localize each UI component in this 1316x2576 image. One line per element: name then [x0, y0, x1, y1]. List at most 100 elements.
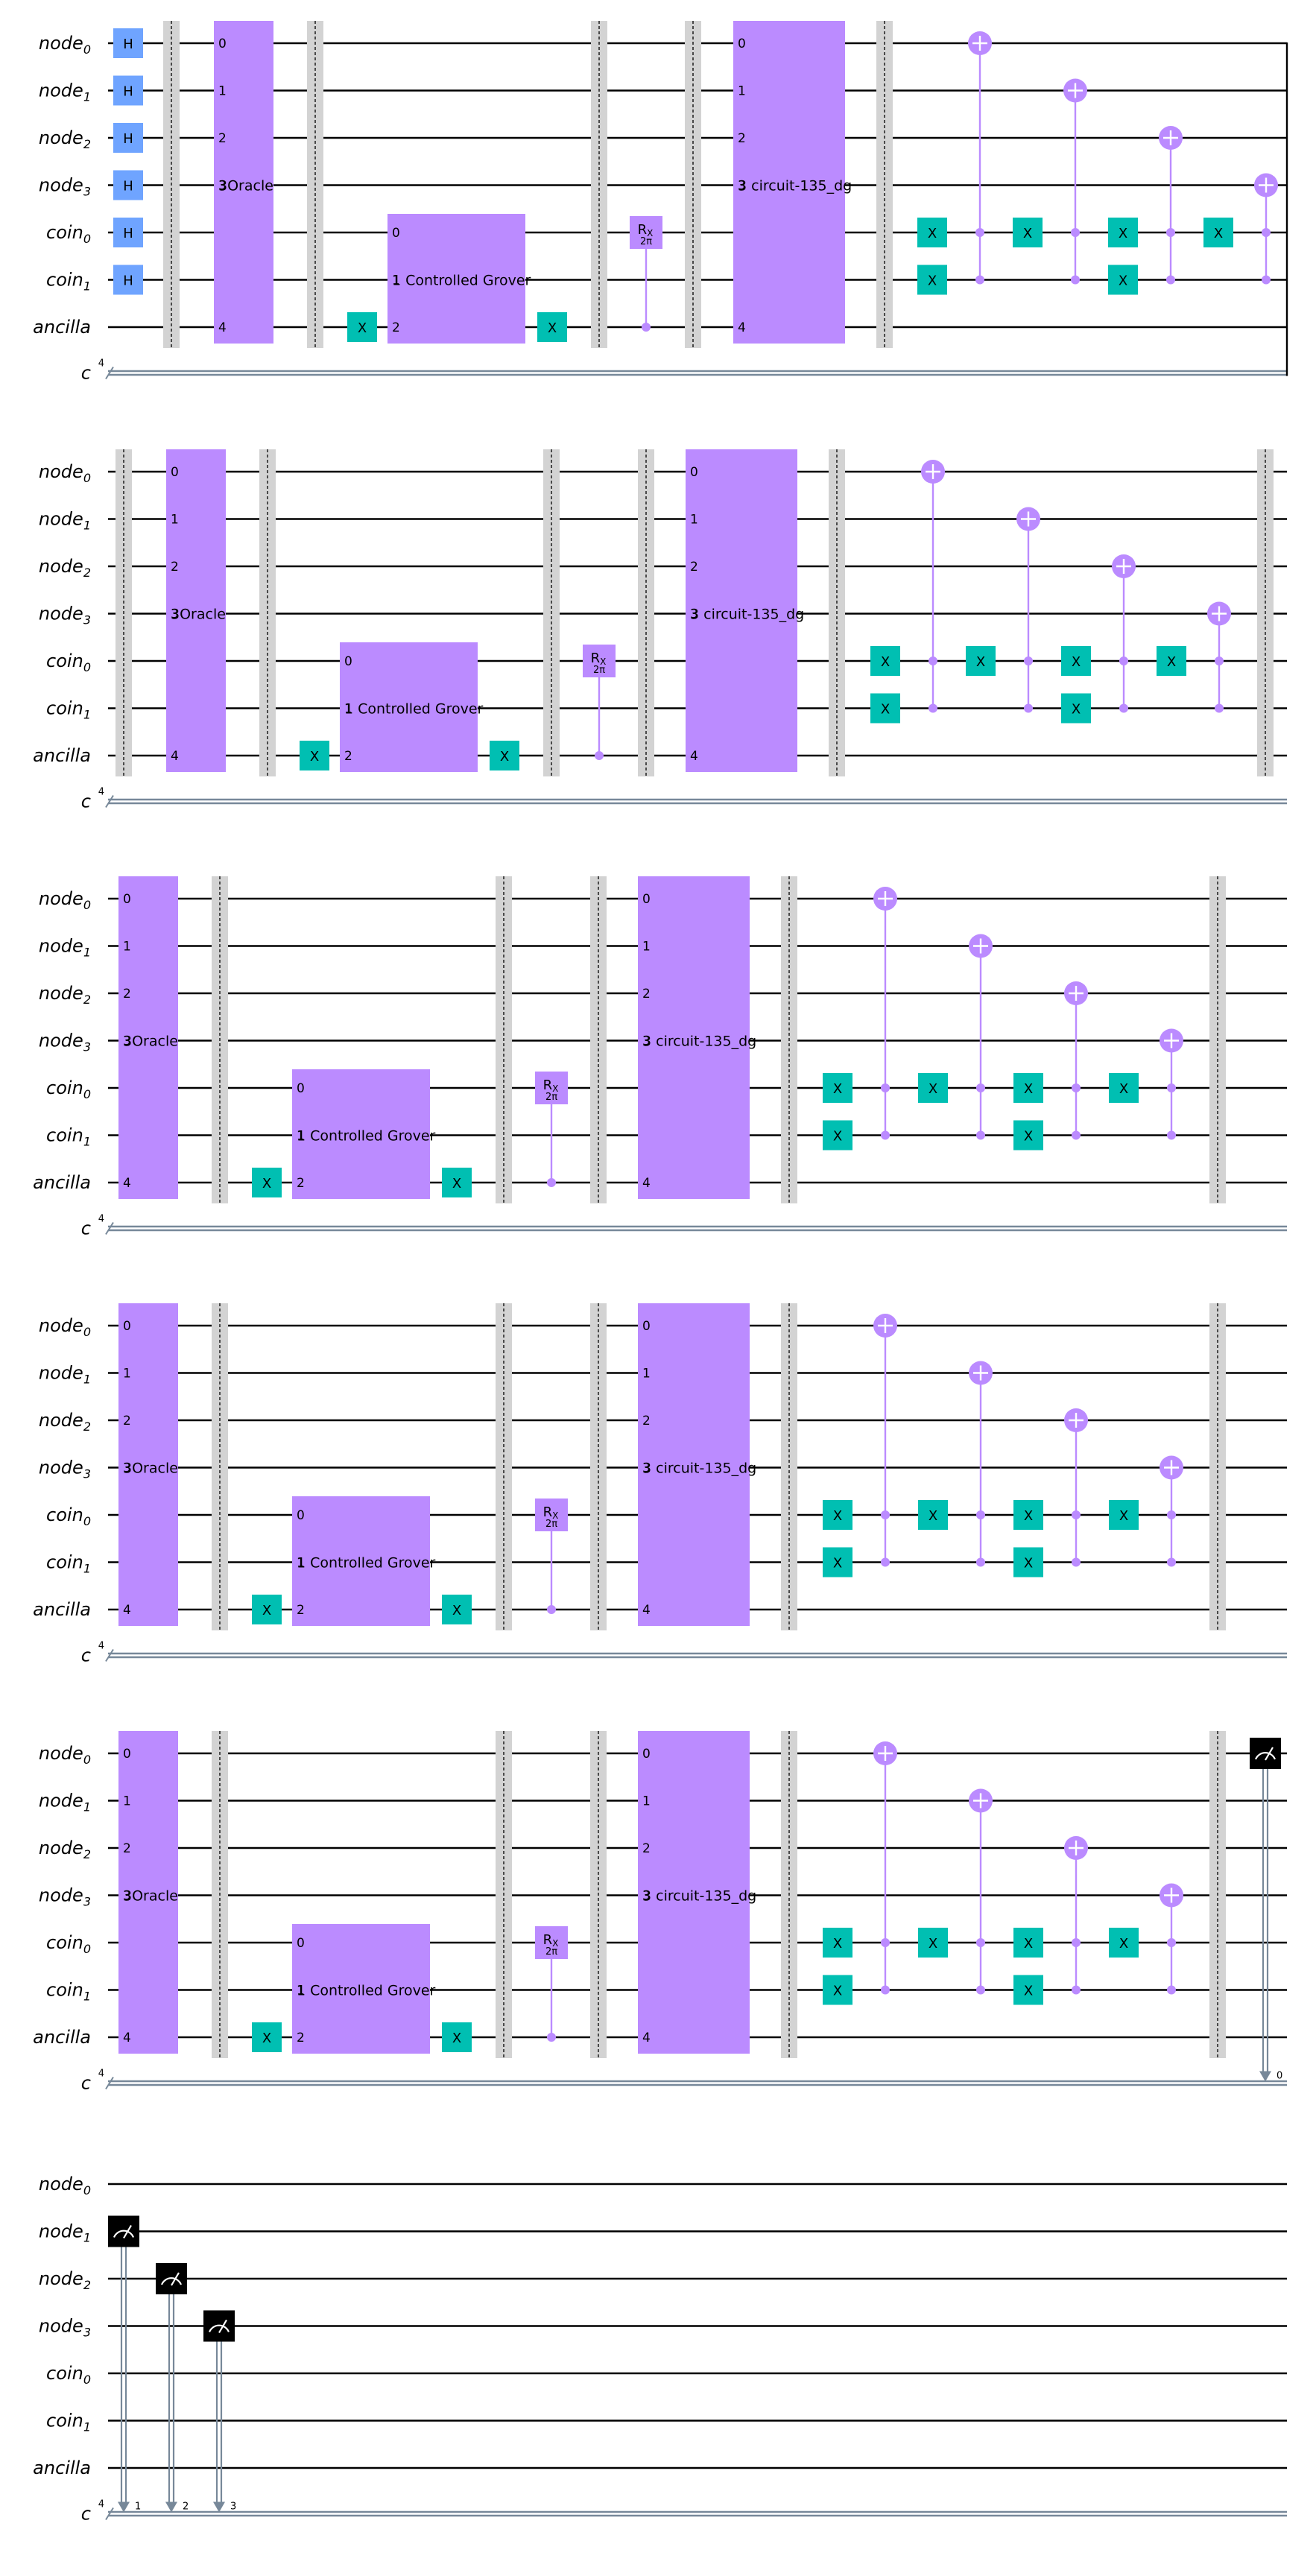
controlled-grover-box-pin-label: 2	[392, 320, 400, 335]
x-gate-box	[1109, 1928, 1139, 1958]
classical-size: 4	[98, 358, 104, 370]
oracle-box: 0 1 2 3 4 3Oracle	[118, 876, 178, 1199]
x-gate-box	[1061, 646, 1091, 676]
x-gate-box	[1203, 218, 1233, 247]
h-gate-box	[113, 123, 143, 153]
barrier	[590, 876, 607, 1203]
rx-box	[535, 1926, 568, 1959]
x-gate: X	[347, 312, 377, 342]
register-label: node0	[39, 33, 91, 57]
circuit-dg-box: 0 1 2 3 4 3 circuit-135_dg	[638, 876, 756, 1199]
classical-register-label: c	[81, 791, 91, 812]
h-gate-label: H	[123, 179, 133, 194]
cnot-gate	[1112, 554, 1136, 713]
circuit-dg-box-title: 3 circuit-135_dg	[738, 178, 852, 194]
x-gate-label: X	[1024, 1508, 1033, 1524]
x-gate-label: X	[1119, 1936, 1128, 1952]
x-gate: X	[442, 1595, 472, 1624]
h-gate: H	[113, 218, 143, 247]
x-gate: X	[537, 312, 567, 342]
circuit-dg-box-title: 3 circuit-135_dg	[642, 1888, 756, 1905]
x-gate-label: X	[881, 702, 890, 718]
oracle-box-pin-label: 1	[123, 1794, 131, 1809]
oracle-box-body	[214, 21, 273, 344]
register-label: coin0	[46, 1932, 91, 1956]
control-dot	[1072, 1938, 1081, 1947]
circuit-dg-box-pin-label: 3	[738, 179, 746, 194]
register-label: node2	[39, 983, 91, 1007]
circuit-dg-box: 0 1 2 3 4 3 circuit-135_dg	[733, 21, 852, 344]
oracle-box-pin-label: 4	[171, 749, 179, 764]
control-dot	[1166, 228, 1175, 237]
circuit-dg-box-title: 3 circuit-135_dg	[642, 1034, 756, 1050]
cnot-gate	[873, 1314, 897, 1567]
x-gate: X	[823, 1975, 852, 2005]
x-gate-box	[1013, 218, 1043, 247]
x-gate: X	[1013, 1975, 1043, 2005]
circuit-dg-box-body	[686, 449, 797, 772]
x-gate-box	[1157, 646, 1186, 676]
x-gate-box	[1013, 1073, 1043, 1103]
barrier	[496, 876, 512, 1203]
control-dot	[881, 1130, 890, 1140]
oracle-box-pin-label: 4	[123, 1603, 131, 1618]
x-gate-label: X	[929, 1081, 937, 1097]
oracle-box-title: 3Oracle	[123, 1888, 178, 1905]
barrier	[496, 1731, 512, 2058]
x-gate-label: X	[881, 654, 890, 670]
rx-param: 2π	[545, 1946, 557, 1958]
register-label: node1	[39, 936, 91, 960]
register-label: ancilla	[33, 2027, 91, 2048]
x-gate-label: X	[262, 2031, 271, 2046]
control-dot	[881, 1985, 890, 1995]
register-label: node3	[39, 1031, 91, 1054]
x-gate-box	[918, 1073, 948, 1103]
x-gate: X	[966, 646, 996, 676]
meter-arc	[208, 2324, 230, 2332]
circuit-dg-box-pin-label: 2	[738, 131, 746, 146]
controlled-grover-box-pin-label: 1	[297, 1556, 305, 1571]
x-gate: X	[442, 1168, 472, 1197]
oracle-box-pin-label: 1	[123, 940, 131, 955]
x-gate-box	[1013, 1120, 1043, 1151]
x-gate-label: X	[1119, 1508, 1128, 1524]
x-gate: X	[870, 646, 900, 676]
oracle-box-title: 3Oracle	[218, 178, 273, 194]
oracle-box-pin-label: 2	[218, 131, 227, 146]
register-label: node0	[39, 1315, 91, 1339]
oracle-box-title: 3Oracle	[171, 607, 226, 623]
oracle-box-title: 3Oracle	[123, 1461, 178, 1477]
meter-arc	[160, 2277, 183, 2285]
x-gate-label: X	[310, 749, 319, 765]
x-gate-box	[1013, 1928, 1043, 1958]
x-gate: X	[823, 1928, 852, 1958]
control-dot	[976, 1557, 985, 1567]
rx-param: 2π	[593, 665, 605, 676]
circuit-dg-box-pin-label: 3	[642, 1461, 651, 1476]
barrier	[1257, 449, 1274, 776]
oracle-box-pin-label: 2	[123, 1414, 131, 1428]
circuit-dg-box-body	[638, 1303, 750, 1626]
x-gate-box	[1013, 1500, 1043, 1530]
x-gate-box	[252, 1595, 282, 1624]
control-dot	[976, 1985, 985, 1995]
x-gate-label: X	[833, 1556, 842, 1572]
x-gate-box	[1061, 693, 1091, 724]
x-gate: X	[917, 218, 947, 247]
h-gate-box	[113, 218, 143, 247]
controlled-grover-box-title: 1 Controlled Grover	[297, 1128, 436, 1145]
x-gate-label: X	[1214, 226, 1223, 241]
circuit-dg-box: 0 1 2 3 4 3 circuit-135_dg	[638, 1731, 756, 2054]
x-gate: X	[1109, 1928, 1139, 1958]
circuit-dg-box-pin-label: 3	[642, 1034, 651, 1049]
circuit-dg-box-pin-label: 4	[690, 749, 698, 764]
control-dot	[975, 275, 984, 285]
measure-gate: 0	[1250, 1738, 1282, 2082]
barrier	[591, 21, 607, 348]
cnot-gate	[873, 887, 897, 1140]
x-gate: X	[490, 741, 519, 770]
controlled-grover-box: 0 1 2 1 Controlled Grover	[292, 1924, 436, 2054]
